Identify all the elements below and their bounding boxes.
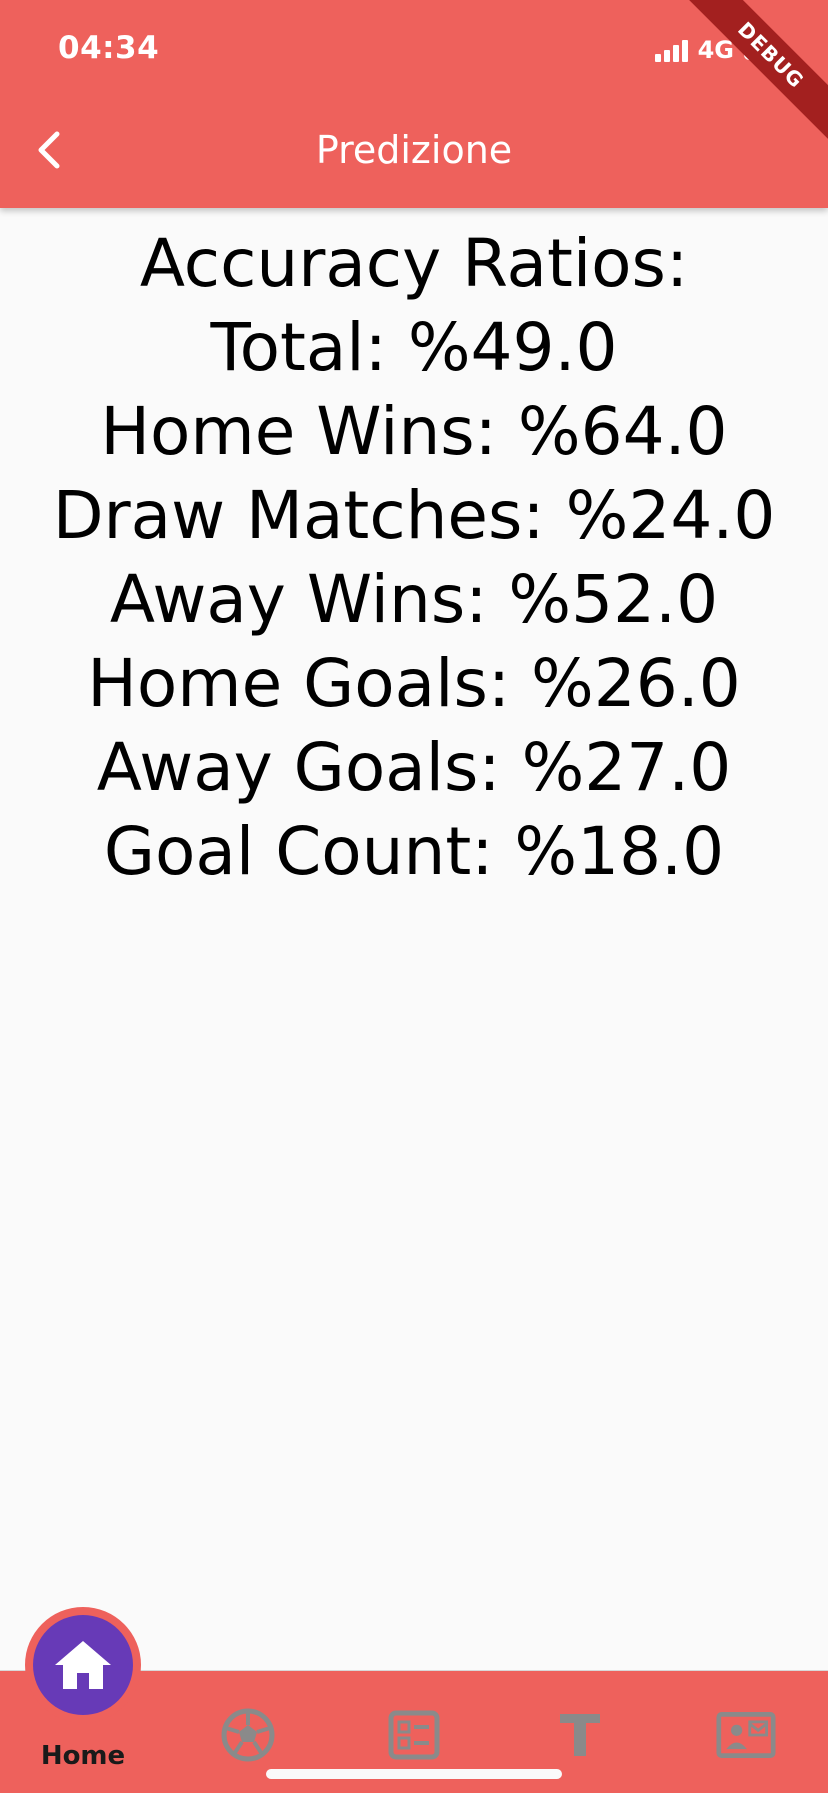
- tab-matches[interactable]: [218, 1705, 278, 1765]
- stat-draw-matches: Draw Matches: %24.0: [52, 477, 776, 554]
- contact-card-icon: [716, 1712, 776, 1758]
- stats-heading: Accuracy Ratios:: [139, 225, 689, 302]
- list-layout-icon: [388, 1710, 440, 1760]
- home-indicator[interactable]: [266, 1769, 562, 1779]
- home-tab-label: Home: [40, 1741, 126, 1771]
- stat-away-goals: Away Goals: %27.0: [96, 729, 732, 806]
- home-tab-ring: [25, 1607, 141, 1723]
- chevron-left-icon: [38, 131, 60, 169]
- status-time: 04:34: [58, 30, 160, 66]
- stat-goal-count: Goal Count: %18.0: [103, 813, 725, 890]
- stat-total: Total: %49.0: [210, 309, 618, 386]
- stat-away-wins: Away Wins: %52.0: [109, 561, 719, 638]
- debug-banner: DEBUG: [683, 0, 828, 143]
- stat-home-goals: Home Goals: %26.0: [87, 645, 741, 722]
- tab-contact[interactable]: [716, 1705, 776, 1765]
- accuracy-ratios-panel: Accuracy Ratios: Total: %49.0 Home Wins:…: [0, 222, 828, 894]
- bottom-navigation-bar: Home: [0, 1607, 828, 1793]
- tab-text[interactable]: [550, 1705, 610, 1765]
- network-type: 4G: [697, 36, 734, 64]
- page-title: Predizione: [315, 128, 513, 172]
- text-t-icon: [560, 1714, 600, 1756]
- home-icon: [55, 1641, 111, 1689]
- app-bar: 04:34 4G DEBUG Predizione: [0, 0, 828, 208]
- home-tab-button[interactable]: [33, 1615, 133, 1715]
- back-button[interactable]: [22, 122, 78, 178]
- soccer-ball-icon: [221, 1708, 275, 1762]
- cellular-signal-icon: [654, 38, 688, 62]
- stat-home-wins: Home Wins: %64.0: [100, 393, 728, 470]
- tab-list[interactable]: [384, 1705, 444, 1765]
